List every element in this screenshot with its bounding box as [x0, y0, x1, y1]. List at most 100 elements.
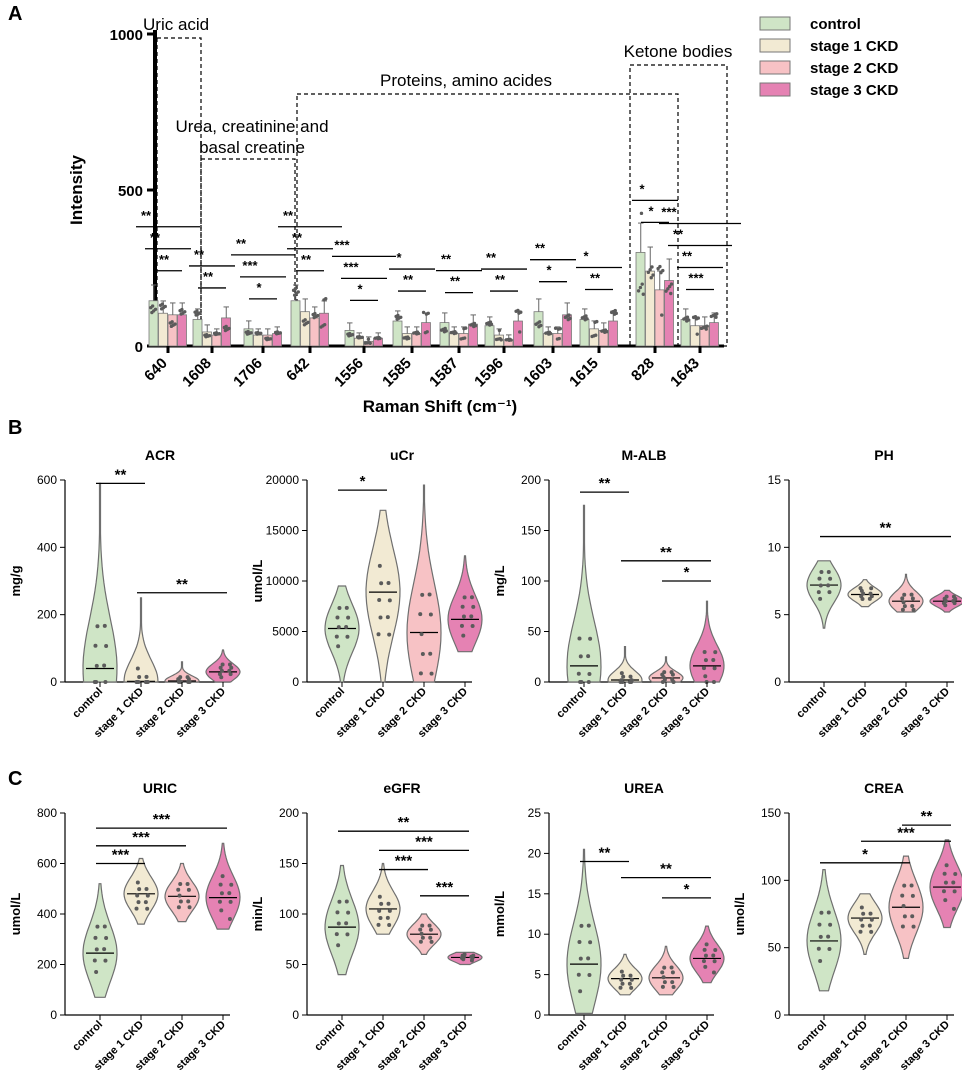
y-tick-label: 0	[774, 675, 781, 689]
data-point	[366, 337, 371, 341]
bar	[680, 319, 691, 347]
bar	[513, 320, 523, 347]
data-point	[102, 924, 107, 929]
x-tick-label: 1603	[520, 355, 556, 391]
data-point	[585, 317, 589, 321]
x-tick-label: 642	[283, 355, 313, 385]
data-point	[816, 946, 821, 951]
y-tick-label: 0	[292, 1008, 299, 1022]
significance-label: **	[194, 247, 205, 262]
data-point	[576, 972, 581, 977]
data-point	[387, 923, 392, 928]
data-point	[102, 663, 107, 668]
significance-label: **	[495, 272, 506, 287]
x-tick-label: control	[312, 1019, 347, 1054]
data-point	[93, 935, 98, 940]
data-point	[662, 677, 667, 682]
y-axis-title: umol/L	[8, 893, 23, 936]
data-point	[868, 911, 873, 916]
data-point	[638, 285, 643, 290]
data-point	[686, 318, 691, 322]
data-point	[586, 956, 591, 961]
data-point	[92, 958, 97, 963]
y-tick-label: 5000	[272, 625, 299, 639]
data-point	[518, 330, 522, 334]
data-point	[460, 604, 465, 609]
significance-label: **	[150, 230, 161, 245]
data-point	[187, 905, 192, 910]
plot-title: CREA	[864, 780, 904, 796]
data-point	[627, 981, 632, 986]
data-point	[218, 665, 223, 670]
data-point	[621, 973, 626, 978]
violin-body	[648, 945, 684, 996]
panel-letter-c: C	[8, 768, 22, 790]
data-point	[660, 313, 664, 317]
y-tick-label: 15000	[266, 524, 300, 538]
data-point	[94, 969, 99, 974]
data-point	[313, 311, 317, 316]
significance-label: **	[599, 475, 611, 492]
data-point	[217, 899, 222, 904]
data-point	[344, 899, 349, 904]
data-point	[386, 580, 391, 585]
data-point	[176, 887, 181, 892]
data-point	[462, 595, 467, 600]
significance-label: ***	[112, 847, 130, 864]
data-point	[265, 336, 270, 340]
data-point	[951, 906, 956, 911]
data-point	[662, 980, 667, 985]
data-point	[910, 604, 915, 609]
data-point	[153, 307, 158, 311]
violin-body	[888, 573, 924, 613]
y-tick-label: 25	[528, 806, 542, 820]
data-point	[134, 906, 139, 911]
data-point	[278, 331, 282, 335]
x-tick-label: 1706	[230, 355, 266, 391]
data-point	[858, 929, 863, 934]
bar	[158, 312, 168, 347]
violin-body	[607, 646, 643, 683]
y-axis-title: min/L	[250, 897, 265, 932]
x-tick-label: control	[554, 686, 589, 721]
region-label: Proteins, amino acides	[380, 71, 552, 90]
significance-label: *	[684, 564, 690, 581]
data-point	[826, 910, 831, 915]
data-point	[367, 341, 371, 345]
x-tick-label: 1585	[379, 355, 415, 391]
y-tick-label: 10	[528, 927, 542, 941]
legend-label: stage 3 CKD	[810, 82, 899, 99]
data-point	[143, 900, 148, 905]
data-point	[95, 624, 100, 629]
bar	[319, 312, 329, 347]
data-point	[378, 915, 383, 920]
data-point	[818, 934, 823, 939]
data-point	[420, 935, 425, 940]
y-axis-title: mg/g	[8, 565, 23, 596]
data-point	[567, 313, 571, 317]
region-box	[296, 93, 679, 347]
significance-label: *	[639, 181, 645, 196]
data-point	[420, 923, 425, 928]
legend-swatch	[759, 60, 791, 75]
significance-label: *	[256, 280, 262, 295]
data-point	[650, 265, 654, 269]
data-point	[217, 672, 222, 677]
data-point	[944, 594, 949, 599]
plot-title: ACR	[145, 447, 175, 463]
data-point	[641, 292, 645, 296]
data-point	[220, 874, 225, 879]
data-point	[579, 680, 584, 684]
violin-body	[689, 600, 725, 683]
x-tick-label: 1608	[179, 355, 215, 391]
y-tick-label: 50	[768, 941, 782, 955]
data-point	[614, 311, 618, 316]
bar	[484, 325, 495, 347]
y-tick-label: 20000	[266, 473, 300, 487]
data-point	[826, 583, 831, 588]
x-tick-label: 1587	[426, 355, 462, 391]
violin-body	[205, 842, 241, 930]
y-tick-label: 600	[37, 857, 57, 871]
y-tick-label: 100	[521, 574, 541, 588]
